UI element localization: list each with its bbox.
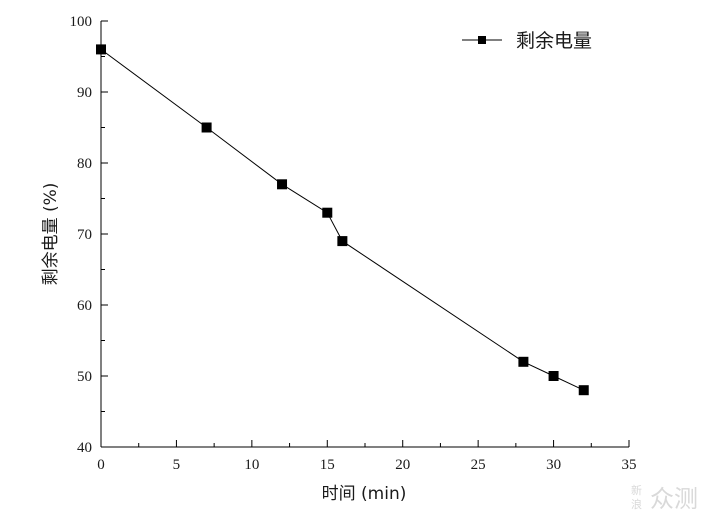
data-point-marker <box>548 371 559 381</box>
axes <box>100 21 629 448</box>
legend-entry-label: 剩余电量 <box>516 30 592 52</box>
y-axis-title: 剩余电量 (%) <box>41 183 61 286</box>
y-tick-label: 100 <box>70 14 93 30</box>
watermark: 新 浪 众测 <box>631 483 698 513</box>
data-point-marker <box>277 179 288 190</box>
legend: 剩余电量 <box>462 30 592 52</box>
legend-marker-square <box>478 36 486 44</box>
x-tick-label: 10 <box>244 457 259 473</box>
watermark-small-text-2: 浪 <box>631 497 642 511</box>
y-tick-label: 80 <box>77 156 92 172</box>
y-tick-label: 70 <box>77 227 92 243</box>
data-point-marker <box>96 44 106 55</box>
x-axis-ticks: 0 5 10 15 20 25 30 35 <box>97 440 637 473</box>
y-axis-ticks: 40 50 60 70 80 90 100 <box>70 14 108 456</box>
data-point-marker <box>518 356 529 367</box>
x-tick-label: 35 <box>622 457 637 473</box>
y-tick-label: 40 <box>77 440 92 456</box>
y-tick-label: 50 <box>77 369 92 385</box>
series-line <box>100 48 584 391</box>
y-tick-label: 60 <box>77 298 92 314</box>
watermark-small-text: 新 <box>631 483 642 497</box>
x-tick-label: 30 <box>546 457 561 473</box>
data-point-marker <box>201 122 212 133</box>
x-tick-label: 0 <box>97 457 105 473</box>
x-tick-label: 15 <box>320 457 335 473</box>
watermark-large-text: 众测 <box>650 485 698 513</box>
x-axis-title: 时间 (min) <box>322 484 407 504</box>
data-point-marker <box>337 236 348 247</box>
plot-area <box>96 44 589 396</box>
x-tick-label: 5 <box>173 457 181 473</box>
data-point-marker <box>578 385 589 396</box>
x-tick-label: 20 <box>395 457 410 473</box>
y-tick-label: 90 <box>77 85 92 101</box>
data-point-marker <box>322 207 333 218</box>
x-tick-label: 25 <box>471 457 486 473</box>
